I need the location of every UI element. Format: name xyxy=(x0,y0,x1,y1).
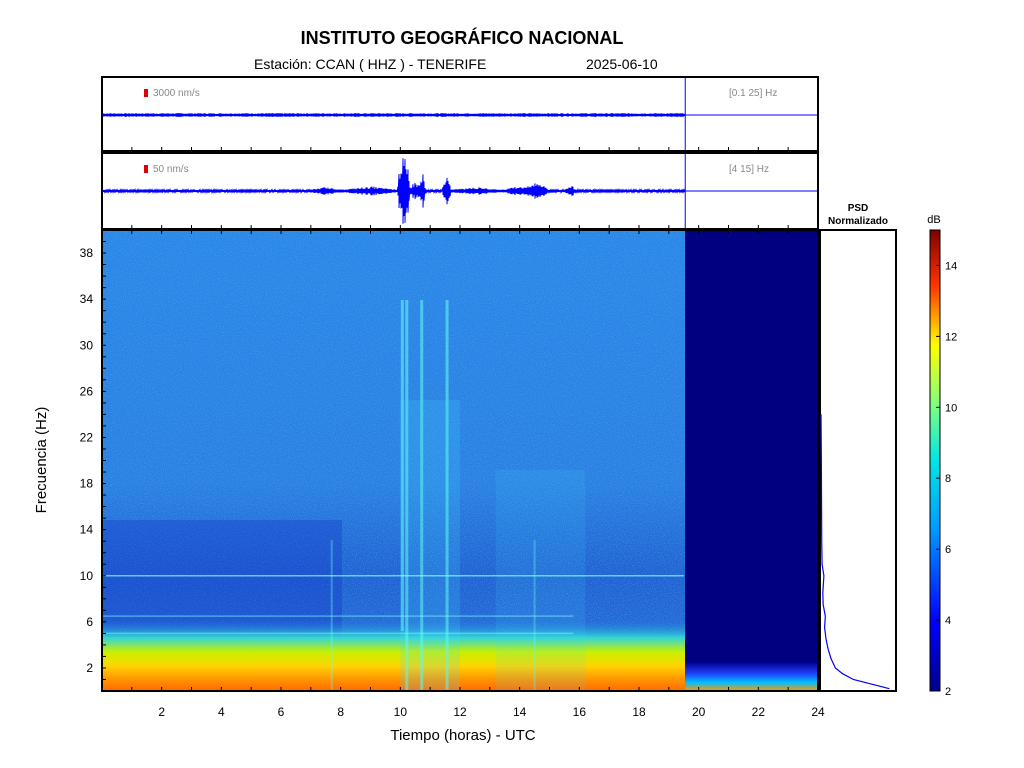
y-tick-label: 22 xyxy=(80,430,94,444)
y-tick-label: 34 xyxy=(80,292,94,306)
x-tick-label: 24 xyxy=(811,705,825,719)
colorbar-tick-label: 8 xyxy=(945,473,951,485)
spectrogram-noise xyxy=(102,230,685,691)
spectrogram-event-energy xyxy=(400,400,460,691)
psd-panel: PSD Normalizado xyxy=(819,203,897,692)
x-tick-label: 2 xyxy=(158,705,165,719)
y-tick-label: 26 xyxy=(80,384,94,398)
colorbar-scale xyxy=(929,229,941,692)
colorbar-tick-label: 12 xyxy=(945,331,957,343)
x-axis-label: Tiempo (horas) - UTC xyxy=(390,727,535,744)
x-axis: 2 4 6 8 10 12 14 16 18 20 22 24 xyxy=(131,147,825,719)
colorbar-tick-label: 10 xyxy=(945,402,957,414)
colorbar-tick-label: 6 xyxy=(945,544,951,556)
x-tick-label: 4 xyxy=(218,705,225,719)
x-tick-label: 12 xyxy=(453,705,467,719)
band-label-filtered: [4 15] Hz xyxy=(729,164,769,175)
scale-label-broadband: 3000 nm/s xyxy=(153,88,200,99)
x-tick-label: 10 xyxy=(394,705,408,719)
spectrogram-no-data-region xyxy=(685,230,818,691)
y-tick-label: 6 xyxy=(86,615,93,629)
x-tick-label: 16 xyxy=(573,705,587,719)
date-label: 2025-06-10 xyxy=(586,56,658,72)
spectrogram-event-line xyxy=(330,540,333,691)
y-tick-label: 14 xyxy=(80,523,94,537)
trace-signal xyxy=(102,113,686,117)
y-tick-label: 10 xyxy=(80,569,94,583)
colorbar-label: dB xyxy=(927,214,940,226)
trace-panel-filtered: 50 nm/s [4 15] Hz xyxy=(101,152,819,230)
spectrogram-low-frequency-band xyxy=(102,620,685,691)
trace-panel-broadband: 3000 nm/s [0.1 25] Hz xyxy=(101,76,819,152)
x-tick-label: 8 xyxy=(337,705,344,719)
spectrogram-event-line xyxy=(405,300,409,691)
x-tick-label: 20 xyxy=(692,705,706,719)
band-label-broadband: [0.1 25] Hz xyxy=(729,88,777,99)
spectrogram-event-line xyxy=(420,300,424,691)
spectrogram-panel: 2 4 6 8 10 12 14 16 18 20 22 24 261014182226303438 … xyxy=(33,147,825,744)
colorbar-tick-label: 2 xyxy=(945,686,951,698)
station-label: Estación: CCAN ( HHZ ) - TENERIFE xyxy=(254,56,487,72)
y-axis-label: Frecuencia (Hz) xyxy=(33,407,50,514)
trace-broadband xyxy=(102,78,817,150)
x-tick-label: 22 xyxy=(752,705,766,719)
spectrogram-event-energy xyxy=(495,470,586,691)
colorbar-tick-label: 4 xyxy=(945,615,951,627)
colorbar-tick-label: 14 xyxy=(945,260,957,272)
spectrogram-no-data-low-band xyxy=(685,662,818,691)
scale-bar-filtered xyxy=(144,165,148,173)
y-tick-label: 30 xyxy=(80,338,94,352)
scale-label-filtered: 50 nm/s xyxy=(153,164,189,175)
psd-title-line1: PSD xyxy=(848,203,869,214)
y-tick-label: 2 xyxy=(86,661,93,675)
y-tick-label: 38 xyxy=(80,246,94,260)
chart-title: INSTITUTO GEOGRÁFICO NACIONAL xyxy=(300,28,624,48)
spectrogram-event-line xyxy=(445,300,449,691)
scale-bar-broadband xyxy=(144,89,148,97)
x-tick-label: 14 xyxy=(513,705,527,719)
spectrogram-event-line xyxy=(533,540,536,691)
x-tick-label: 18 xyxy=(632,705,646,719)
y-tick-label: 18 xyxy=(80,477,94,491)
trace-filtered xyxy=(102,154,817,228)
spectrogram-features xyxy=(102,300,684,691)
x-tick-label: 6 xyxy=(278,705,285,719)
psd-title-line2: Normalizado xyxy=(828,216,888,227)
spectrogram-event-line xyxy=(400,300,404,631)
psd-curve xyxy=(820,414,890,690)
colorbar: dB 2 4 6 8 10 12 14 xyxy=(927,214,957,698)
trace-signal xyxy=(102,158,686,224)
